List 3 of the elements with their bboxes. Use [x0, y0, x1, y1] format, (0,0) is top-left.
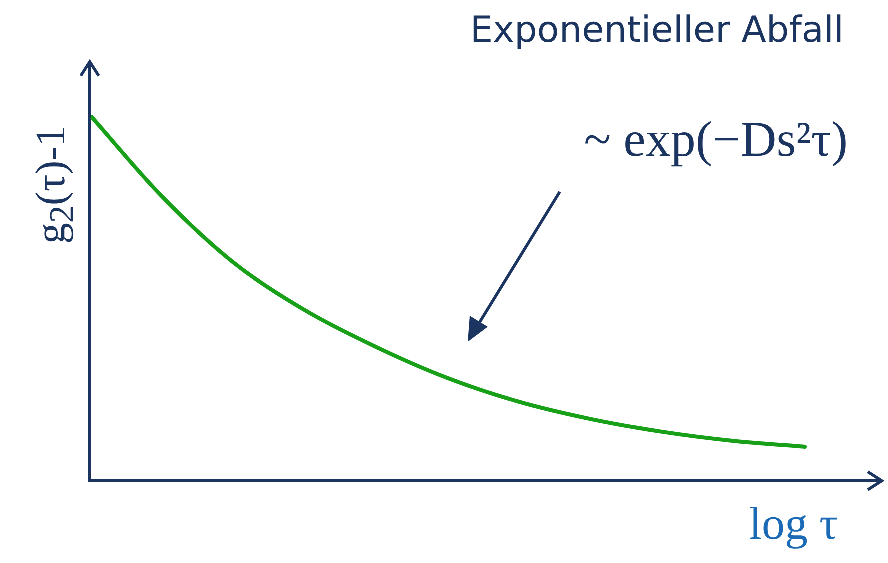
annotation: ~ exp(−Ds²τ) — [584, 110, 848, 168]
x-axis-title: log τ — [749, 497, 838, 550]
chart-title: Exponentieller Abfall — [470, 10, 844, 51]
